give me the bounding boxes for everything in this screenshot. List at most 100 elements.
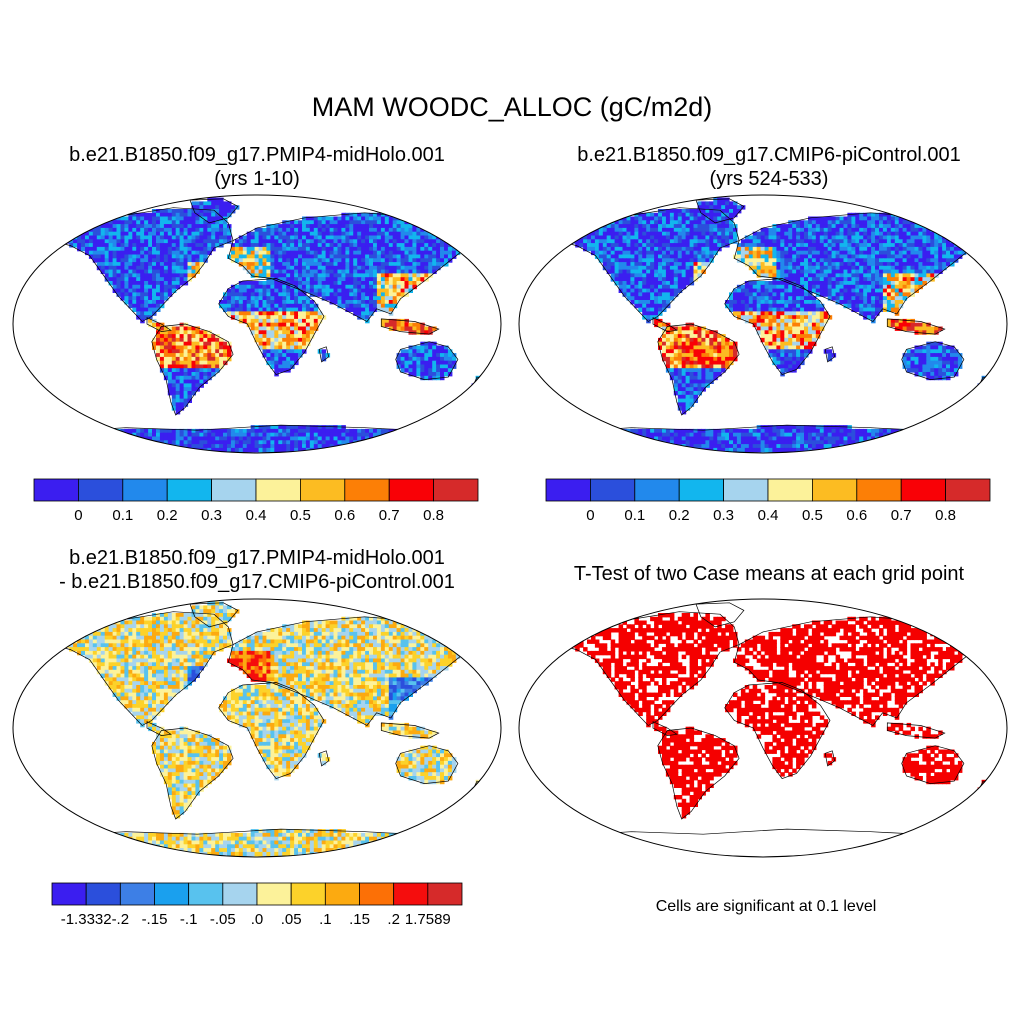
colorbar-swatch bbox=[324, 882, 360, 906]
colorbar-tick-label: -.15 bbox=[142, 911, 168, 928]
colorbar-panel-1: 0 0.1 0.2 0.3 0.4 0.5 0.6 0.7 0.8 bbox=[33, 478, 479, 524]
colorbar-tick-label: 0.1 bbox=[624, 507, 645, 524]
coastline-north-america bbox=[50, 611, 234, 726]
coastline-maritime-asia bbox=[886, 318, 946, 335]
colorbar-tick-label: -.1 bbox=[180, 911, 198, 928]
coastline-africa bbox=[724, 682, 831, 780]
colorbar-tick-label: -.2 bbox=[112, 911, 130, 928]
colorbar-swatch bbox=[433, 478, 479, 502]
coastline-madagascar bbox=[318, 346, 330, 363]
colorbar-tick-label: 0.2 bbox=[669, 507, 690, 524]
colorbar-tick-label: 0 bbox=[74, 507, 82, 524]
colorbar-swatch bbox=[723, 478, 769, 502]
coastline-maritime-asia bbox=[380, 318, 440, 335]
coastline-africa bbox=[218, 682, 325, 780]
colorbar-swatch bbox=[545, 478, 591, 502]
map-boundary bbox=[518, 194, 1008, 454]
colorbar-swatch bbox=[290, 882, 326, 906]
colorbar-tick-label: .2 bbox=[387, 911, 400, 928]
coastline-greenland bbox=[189, 602, 239, 628]
coastline-madagascar bbox=[318, 750, 330, 767]
colorbar-panel-3: -1.3332 -.2 -.15 -.1 -.05 .0 .05 .1 .15 .2 1.7589 bbox=[51, 882, 463, 928]
colorbar-swatch bbox=[255, 478, 301, 502]
coastline-madagascar bbox=[824, 750, 836, 767]
panel-1-title: b.e21.B1850.f09_g17.PMIP4-midHolo.001 (y… bbox=[12, 143, 502, 191]
coastline-central-america bbox=[652, 721, 678, 736]
coastline-australia bbox=[901, 341, 965, 380]
colorbar-swatch bbox=[811, 478, 858, 502]
map-boundary bbox=[518, 598, 1008, 858]
colorbar-swatch bbox=[393, 882, 429, 906]
significance-note: Cells are significant at 0.1 level bbox=[655, 898, 877, 915]
map-field-cells bbox=[49, 197, 484, 453]
map-boundary bbox=[12, 598, 502, 858]
coastline-south-america bbox=[151, 727, 234, 820]
colorbar-tick-label: 0 bbox=[586, 507, 594, 524]
coastline-greenland bbox=[695, 602, 745, 628]
panel-1-title-line1: b.e21.B1850.f09_g17.PMIP4-midHolo.001 bbox=[69, 144, 445, 166]
colorbar-swatch bbox=[51, 882, 87, 906]
coastline-north-america bbox=[556, 207, 740, 322]
coastline-australia bbox=[901, 745, 965, 784]
coastline-central-america bbox=[146, 317, 172, 332]
colorbar-swatch bbox=[427, 882, 463, 906]
coastline-australia bbox=[395, 745, 459, 784]
colorbar-swatch bbox=[678, 478, 724, 502]
colorbar-tick-label: 0.8 bbox=[423, 507, 444, 524]
colorbar-swatch bbox=[119, 882, 155, 906]
colorbar-swatch bbox=[122, 478, 168, 502]
coastline-australia bbox=[395, 341, 459, 380]
coastline-africa bbox=[724, 278, 831, 376]
colorbar-swatch bbox=[188, 882, 224, 906]
colorbar-tick-label: 0.8 bbox=[935, 507, 956, 524]
coastline-central-america bbox=[652, 317, 678, 332]
panel-4-title-line1: T-Test of two Case means at each grid po… bbox=[573, 563, 965, 585]
map-field-cells bbox=[49, 601, 484, 857]
colorbar-swatch bbox=[590, 478, 636, 502]
coastline-greenland bbox=[695, 198, 745, 224]
colorbar-swatch bbox=[388, 478, 435, 502]
coastline-madagascar bbox=[824, 346, 836, 363]
colorbar-tick-label: 0.3 bbox=[201, 507, 222, 524]
colorbar-tick-label: .0 bbox=[251, 911, 264, 928]
coastline-maritime-asia bbox=[886, 722, 946, 739]
panel-4-title: T-Test of two Case means at each grid po… bbox=[520, 562, 1018, 586]
map-field-cells bbox=[555, 197, 990, 453]
panel-3-title-line2: - b.e21.B1850.f09_g17.CMIP6-piControl.00… bbox=[59, 571, 455, 593]
colorbar-tick-label: 0.4 bbox=[246, 507, 267, 524]
colorbar-swatch bbox=[359, 882, 395, 906]
colorbar-tick-label: 0.6 bbox=[334, 507, 355, 524]
coastline-north-america bbox=[50, 207, 234, 322]
colorbar-swatch bbox=[85, 882, 121, 906]
colorbar-tick-label: .05 bbox=[281, 911, 302, 928]
colorbar-tick-label: .15 bbox=[349, 911, 370, 928]
coastline-central-america bbox=[146, 721, 172, 736]
coastline-africa bbox=[218, 278, 325, 376]
map-panel-4 bbox=[518, 598, 1008, 858]
colorbar-swatch bbox=[299, 478, 346, 502]
colorbar-swatch bbox=[344, 478, 390, 502]
colorbar-tick-label: 0.1 bbox=[112, 507, 133, 524]
colorbar-tick-label: 1.7589 bbox=[405, 911, 451, 928]
map-panel-1 bbox=[12, 194, 502, 454]
coastline-north-america bbox=[556, 611, 740, 726]
colorbar-tick-label: 0.7 bbox=[379, 507, 400, 524]
coastline-south-america bbox=[657, 727, 740, 820]
panel-1-title-line2: (yrs 1-10) bbox=[214, 168, 300, 190]
colorbar-swatch bbox=[166, 478, 212, 502]
coastline-south-america bbox=[151, 323, 234, 416]
colorbar-tick-label: 0.2 bbox=[157, 507, 178, 524]
colorbar-swatch bbox=[78, 478, 124, 502]
colorbar-swatch bbox=[222, 882, 258, 906]
panel-2-title-line1: b.e21.B1850.f09_g17.CMIP6-piControl.001 bbox=[577, 144, 961, 166]
colorbar-tick-label: 0.7 bbox=[891, 507, 912, 524]
colorbar-tick-label: 0.3 bbox=[713, 507, 734, 524]
map-panel-2 bbox=[518, 194, 1008, 454]
map-field-cells bbox=[559, 613, 990, 819]
colorbar-swatch bbox=[634, 478, 680, 502]
colorbar-swatch bbox=[900, 478, 947, 502]
panel-2-title-line2: (yrs 524-533) bbox=[709, 168, 829, 190]
colorbar-swatch bbox=[211, 478, 257, 502]
colorbar-swatch bbox=[256, 882, 292, 906]
